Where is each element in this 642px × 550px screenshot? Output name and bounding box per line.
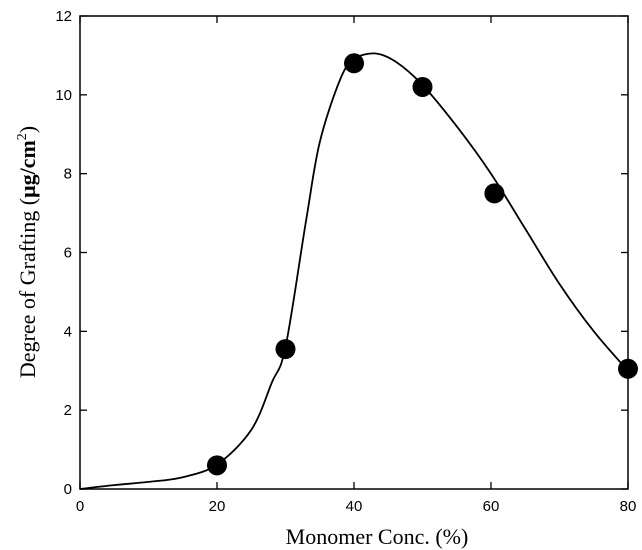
y-tick-label: 12: [55, 8, 72, 25]
x-axis-title: Monomer Conc. (%): [286, 524, 469, 549]
x-tick-label: 40: [346, 498, 363, 515]
fit-curve: [79, 52, 629, 490]
x-tick-labels: 0 20 40 60 80: [76, 498, 637, 515]
y-tick-label: 4: [64, 323, 72, 340]
x-tick-label: 80: [620, 498, 637, 515]
x-tick-label: 60: [483, 498, 500, 515]
y-axis-title-sup: 2: [15, 133, 30, 140]
y-tick-label: 8: [64, 166, 72, 183]
data-points: [207, 53, 638, 476]
y-axis-title: Degree of Grafting (μg/cm2): [15, 126, 40, 378]
data-point: [344, 53, 364, 74]
y-ticks: [80, 15, 628, 490]
data-point: [412, 76, 433, 97]
x-tick-label: 0: [76, 498, 84, 515]
data-point: [207, 455, 227, 476]
data-point: [484, 183, 505, 204]
y-axis-title-unit: μg/cm: [15, 140, 40, 198]
y-tick-label: 2: [64, 402, 72, 419]
data-point: [275, 339, 296, 360]
x-tick-label: 20: [209, 498, 226, 515]
plot-frame: [79, 15, 629, 490]
data-point: [618, 358, 638, 379]
y-tick-labels: 0 2 4 6 8 10 12: [55, 8, 72, 498]
y-axis-title-close: ): [15, 126, 40, 133]
y-tick-label: 0: [64, 481, 72, 498]
x-ticks: [79, 16, 629, 489]
y-tick-label: 6: [64, 245, 72, 262]
y-tick-label: 10: [55, 87, 72, 104]
y-axis-title-main: Degree of Grafting (: [15, 198, 40, 378]
